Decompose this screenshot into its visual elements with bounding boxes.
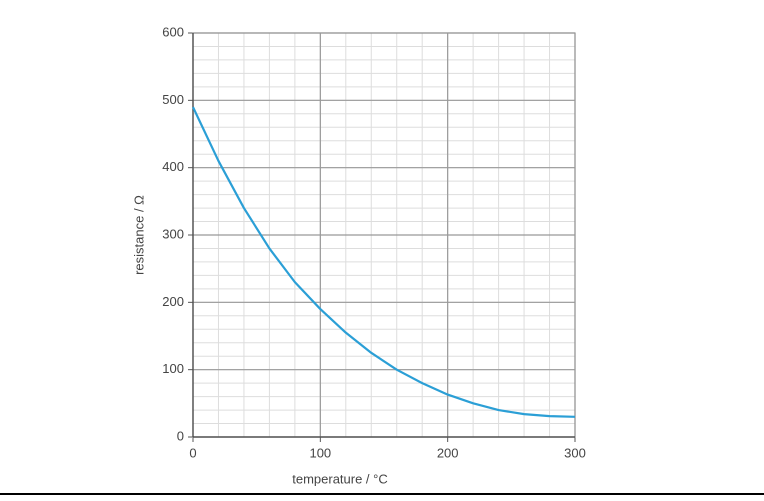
data-line <box>192 106 576 418</box>
y-tick-label: 0 <box>177 428 184 443</box>
x-axis-label: temperature / °C <box>292 471 388 486</box>
x-tick-label: 100 <box>309 445 331 460</box>
y-tick-label: 100 <box>162 361 184 376</box>
x-tick-label: 200 <box>437 445 459 460</box>
y-axis-label: resistance / Ω <box>131 195 146 275</box>
y-tick-label: 500 <box>162 92 184 107</box>
x-tick-label: 300 <box>564 445 586 460</box>
y-tick-label: 200 <box>162 294 184 309</box>
x-tick-label: 0 <box>189 445 196 460</box>
y-tick-label: 600 <box>162 24 184 39</box>
y-tick-label: 400 <box>162 159 184 174</box>
y-tick-label: 300 <box>162 226 184 241</box>
